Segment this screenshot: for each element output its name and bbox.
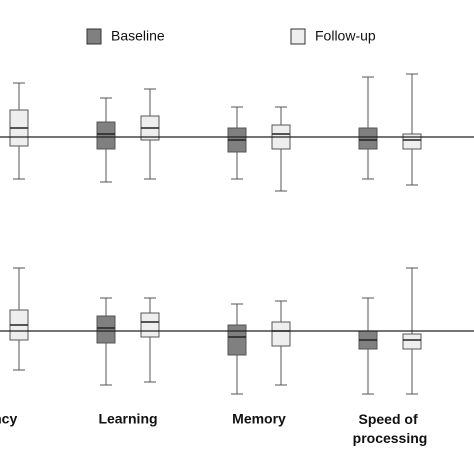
box — [96, 315, 116, 344]
legend-label: Baseline — [111, 28, 165, 44]
legend-swatch — [86, 28, 102, 45]
box — [140, 312, 160, 338]
box — [96, 121, 116, 150]
category-label: Memory — [232, 411, 286, 427]
legend-swatch — [290, 28, 306, 45]
category-label: Speed of processing — [353, 411, 428, 446]
box — [227, 324, 247, 356]
box — [358, 127, 378, 150]
category-label: uency — [0, 411, 17, 427]
legend-label: Follow-up — [315, 28, 376, 44]
box — [402, 333, 422, 350]
category-label: Learning — [98, 411, 157, 427]
box — [271, 321, 291, 347]
box — [402, 133, 422, 150]
